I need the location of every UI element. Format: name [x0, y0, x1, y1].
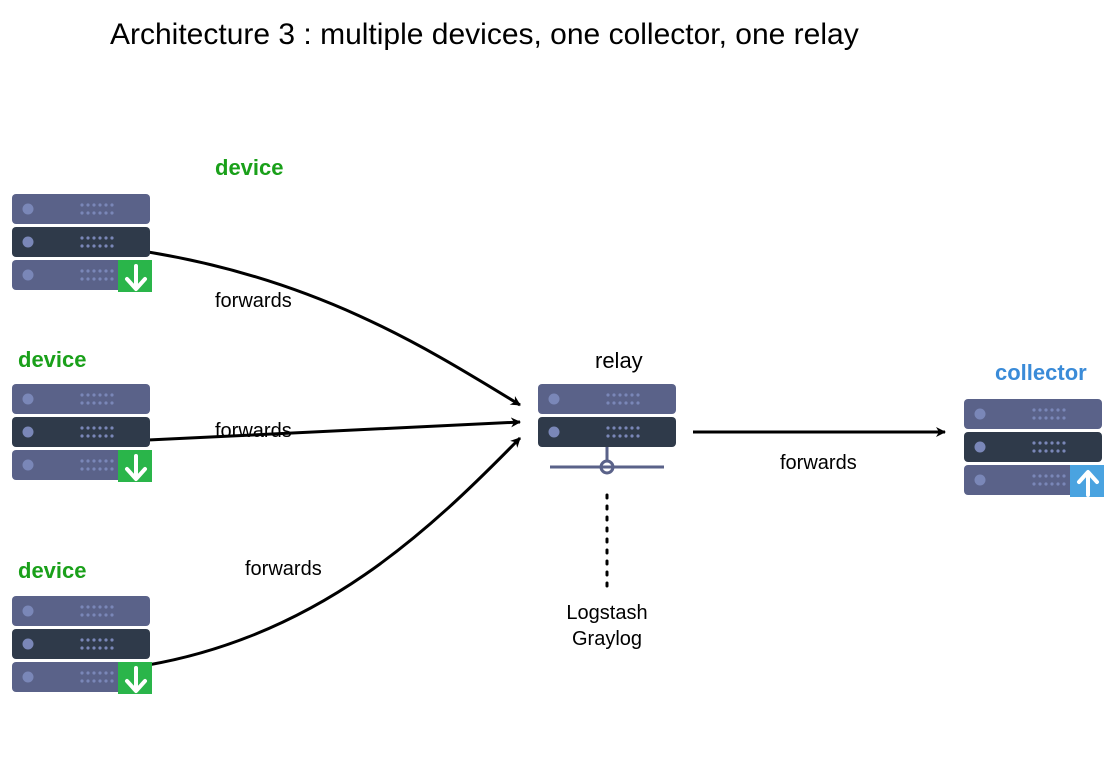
- edge-label-2: forwards: [245, 558, 322, 581]
- collector-server-icon: [962, 397, 1104, 497]
- edge-device3-relay: [148, 438, 520, 665]
- device3-label: device: [18, 558, 87, 584]
- diagram-title: Architecture 3 : multiple devices, one c…: [110, 18, 859, 52]
- device2-server-icon: [10, 382, 152, 482]
- relay-implementation-1: Graylog: [557, 628, 657, 651]
- edge-label-1: forwards: [215, 420, 292, 443]
- relay-server-icon: [536, 382, 678, 485]
- device3-server-icon: [10, 594, 152, 694]
- relay-implementation-0: Logstash: [557, 602, 657, 625]
- device2-label: device: [18, 347, 87, 373]
- relay-label: relay: [595, 348, 643, 374]
- edge-device2-relay: [148, 422, 520, 440]
- edge-label-0: forwards: [215, 290, 292, 313]
- device1-server-icon: [10, 192, 152, 292]
- edge-label-3: forwards: [780, 452, 857, 475]
- collector-label: collector: [995, 360, 1087, 386]
- edge-device1-relay: [148, 252, 520, 405]
- device1-label: device: [215, 155, 284, 181]
